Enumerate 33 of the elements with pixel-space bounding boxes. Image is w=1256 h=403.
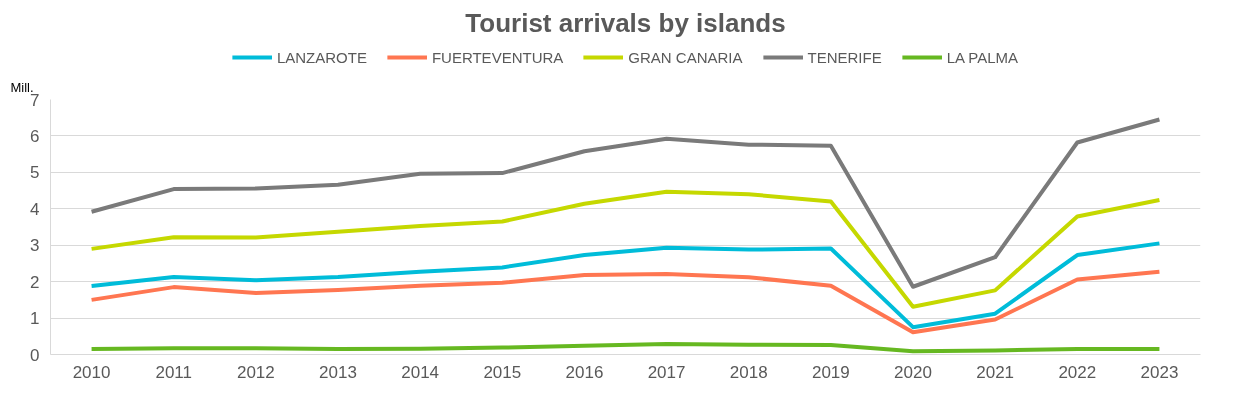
line-series [89,117,1162,289]
x-tick-label: 2014 [401,362,440,382]
x-tick-label: 2012 [236,362,275,382]
legend-label: TENERIFE [807,48,882,66]
x-tick-label: 2023 [1140,362,1179,382]
x-tick-label: 2011 [155,362,192,382]
x-tick-label: 2018 [729,362,768,382]
x-tick-label: 2016 [565,362,604,382]
legend-label: GRAN CANARIA [628,48,743,66]
y-tick-label: 0 [30,345,40,365]
line-series [89,269,1162,335]
legend-label: FUERTEVENTURA [431,48,564,66]
x-tick-label: 2013 [319,362,357,382]
x-tick-label: 2015 [483,362,522,382]
x-tick-label: 2010 [72,362,111,382]
line-series [89,241,1162,330]
y-tick-label: 2 [30,272,40,292]
y-tick-label: 5 [30,163,40,183]
y-axis-title: Mill. [10,79,34,95]
x-tick-label: 2019 [811,362,850,382]
x-tick-label: 2021 [976,362,1015,382]
legend-label: LA PALMA [946,48,1019,66]
x-tick-label: 2022 [1058,362,1097,382]
line-series [89,341,1162,354]
x-tick-label: 2020 [894,362,932,382]
y-tick-label: 4 [30,199,40,219]
y-tick-label: 6 [30,126,40,146]
legend-label: LANZAROTE [276,48,367,66]
line-series [89,189,1162,309]
chart-title: Tourist arrivals by islands [465,7,786,38]
y-tick-label: 3 [30,236,40,256]
y-tick-label: 1 [30,309,40,329]
x-tick-label: 2017 [647,362,686,382]
